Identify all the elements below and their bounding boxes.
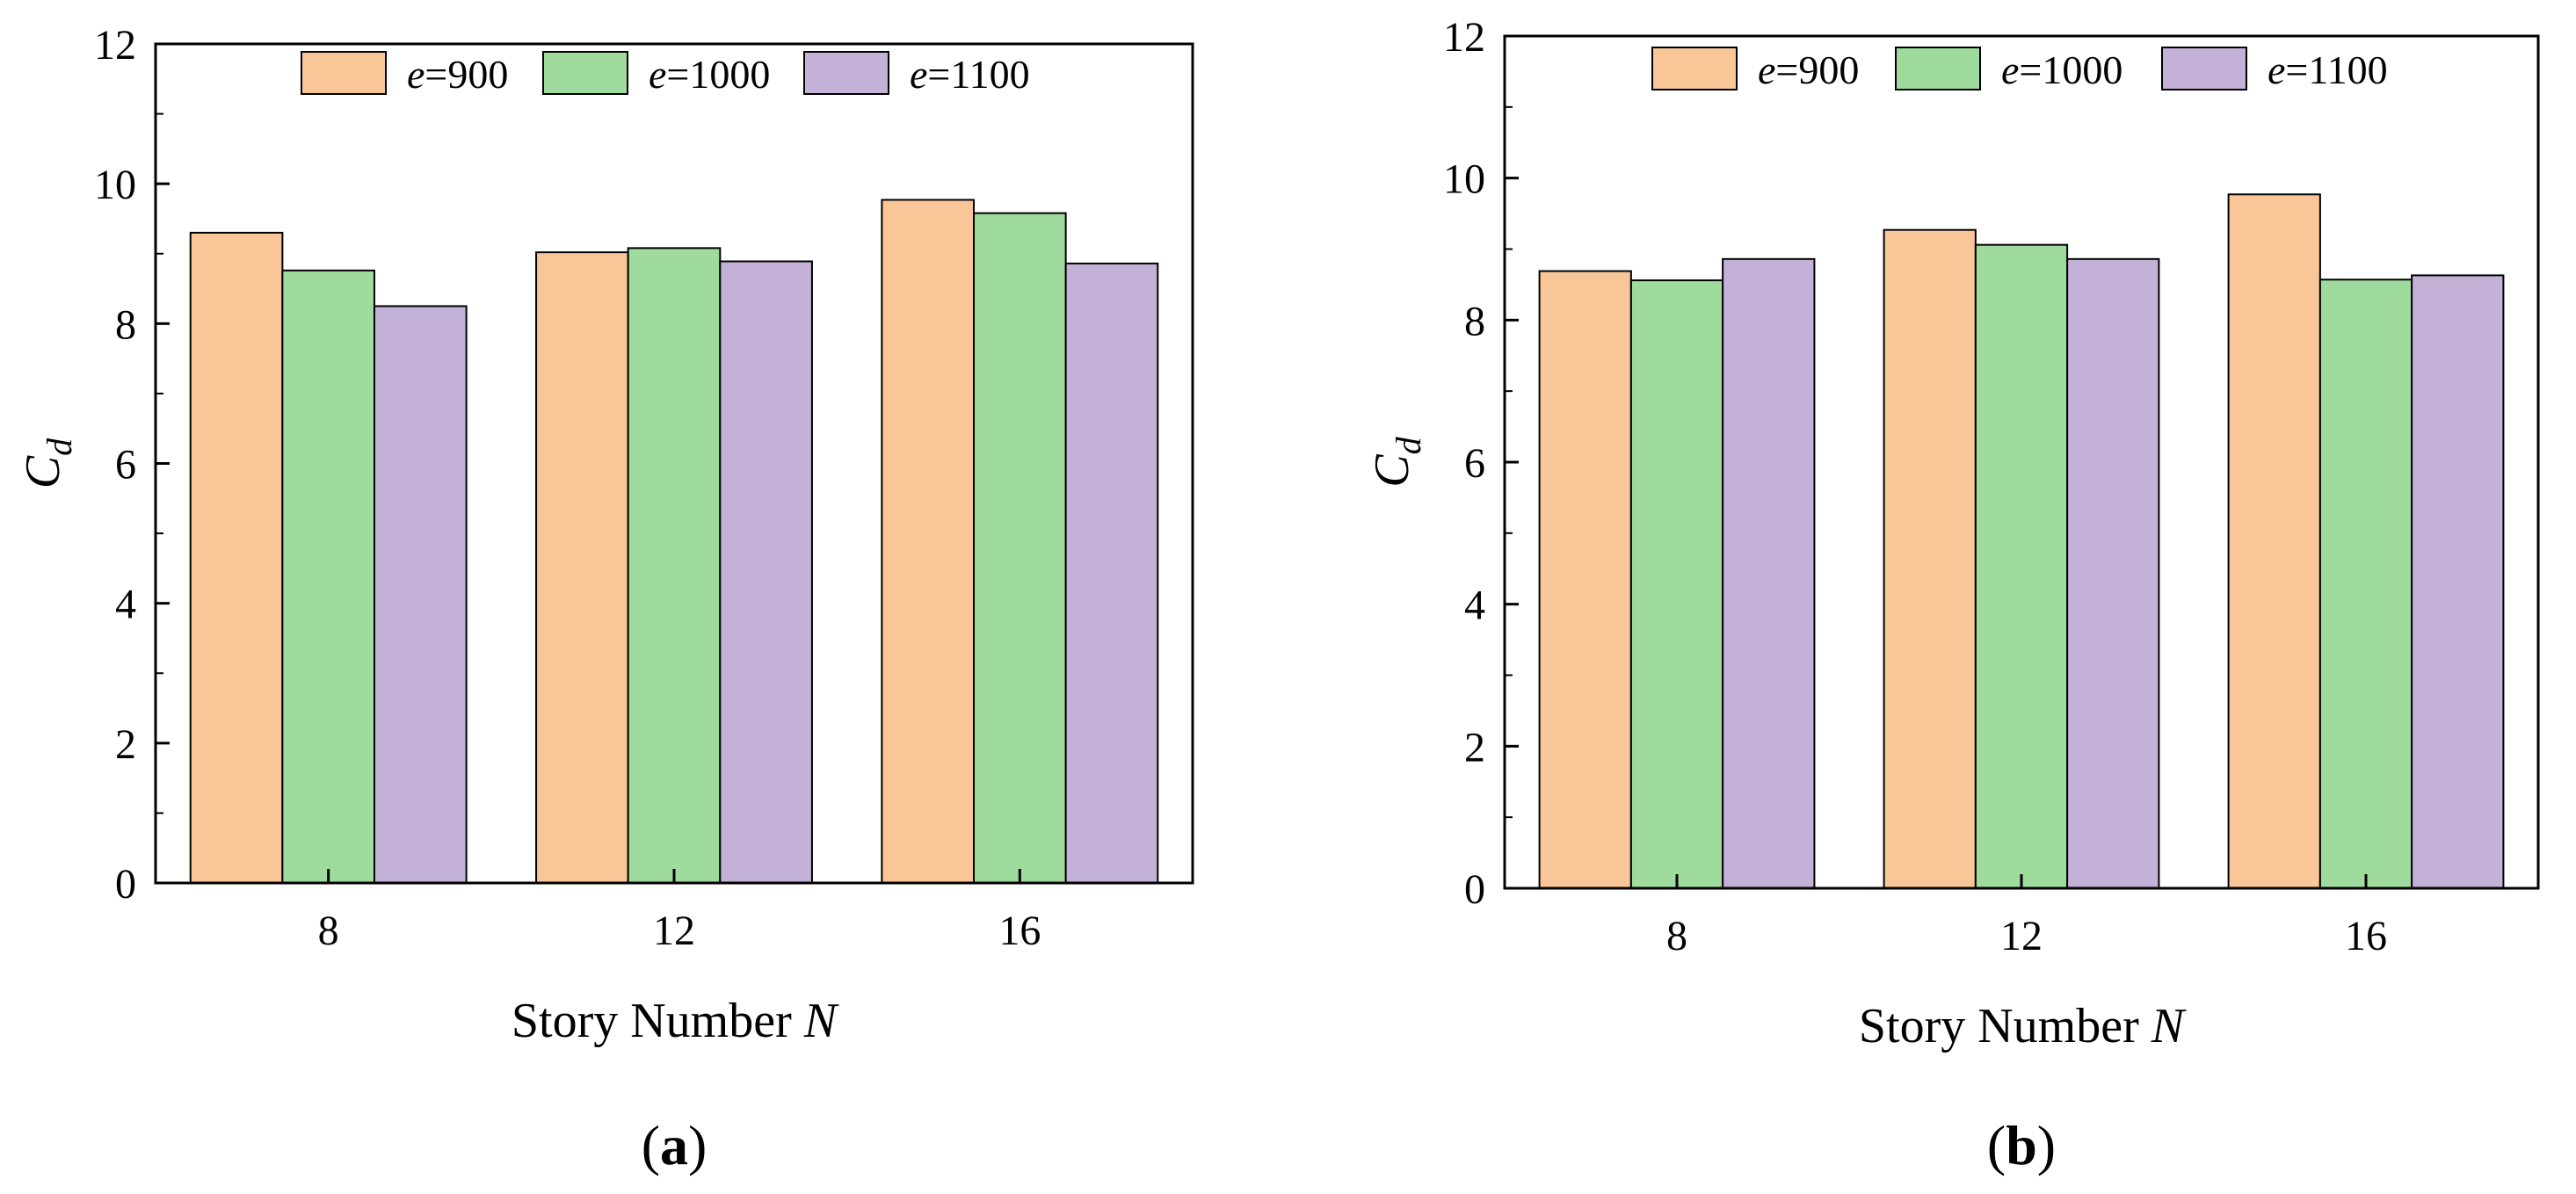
bar-e=1000-N12 [1974,243,2069,889]
y-axis-title: Cd [16,438,79,488]
y-tick-label: 8 [1464,298,1485,344]
chart-panel-b: 8 12 16 0 2 4 6 8 10 12 e=900 e=1000 e=1100 Story Num… [1365,14,2540,1176]
y-tick-label: 10 [94,162,136,208]
bar-e=1000-N8 [1629,279,1724,889]
bar-e=900-N12 [1883,228,1977,889]
bar-e=1100-N16 [1064,262,1159,884]
y-tick-label: 6 [115,442,136,488]
panel-label: (b) [1987,1114,2056,1176]
y-tick-label: 0 [1464,866,1485,913]
bar-e=900-N8 [1538,270,1632,889]
y-tick-label: 2 [1464,724,1485,771]
x-tick-label: 12 [2000,913,2043,959]
legend-swatch-e=1100 [2161,47,2247,90]
panel-label: (a) [642,1114,707,1176]
bar-e=1100-N16 [2411,274,2505,890]
plot-frame [1503,34,2540,890]
bar-e=1100-N12 [719,260,813,884]
y-tick-label: 12 [1443,14,1485,61]
legend-label-e=1000: e=1000 [649,52,770,97]
bar-e=1100-N8 [1722,257,1816,889]
bar-e=1000-N16 [973,212,1067,884]
legend-swatch-e=1100 [803,51,889,95]
x-tick-label: 12 [653,908,695,954]
bar-e=900-N16 [881,199,976,885]
legend-label-e=1100: e=1100 [910,52,1030,97]
legend-swatch-e=1000 [1895,47,1981,90]
bar-e=1100-N12 [2066,257,2160,889]
legend-swatch-e=900 [1651,47,1738,90]
y-tick-label: 10 [1443,156,1485,203]
y-tick-label: 12 [94,22,136,69]
y-tick-label: 8 [115,301,136,348]
x-axis-title: Story Number N [1859,999,2187,1053]
y-tick-label: 4 [115,582,136,628]
y-tick-label: 6 [1464,440,1485,487]
x-tick-label: 8 [1666,913,1687,959]
bar-e=1100-N8 [373,305,468,884]
legend-label-e=1100: e=1100 [2268,47,2388,92]
legend-label-e=900: e=900 [1758,47,1859,92]
bar-e=1000-N8 [281,269,375,885]
bar-e=900-N12 [535,251,629,885]
y-tick-label: 2 [115,721,136,768]
legend-swatch-e=900 [301,51,387,95]
x-tick-label: 8 [318,908,339,954]
x-tick-label: 16 [2345,913,2387,959]
x-axis-title: Story Number N [512,994,839,1048]
legend-swatch-e=1000 [542,51,628,95]
legend-label-e=900: e=900 [407,52,508,97]
bar-e=900-N16 [2227,193,2321,889]
bar-e=1000-N12 [627,247,722,884]
bar-e=900-N8 [189,231,284,885]
bar-e=1000-N16 [2318,279,2413,889]
y-axis-title: Cd [1365,436,1428,487]
chart-panel-a: 8 12 16 0 2 4 6 8 10 12 e=900 e=1000 e=1100 Story Num… [16,22,1194,1176]
plot-frame [154,42,1194,885]
x-tick-label: 16 [998,908,1041,954]
y-tick-label: 4 [1464,583,1485,629]
y-tick-label: 0 [115,861,136,908]
legend-label-e=1000: e=1000 [2001,47,2122,92]
